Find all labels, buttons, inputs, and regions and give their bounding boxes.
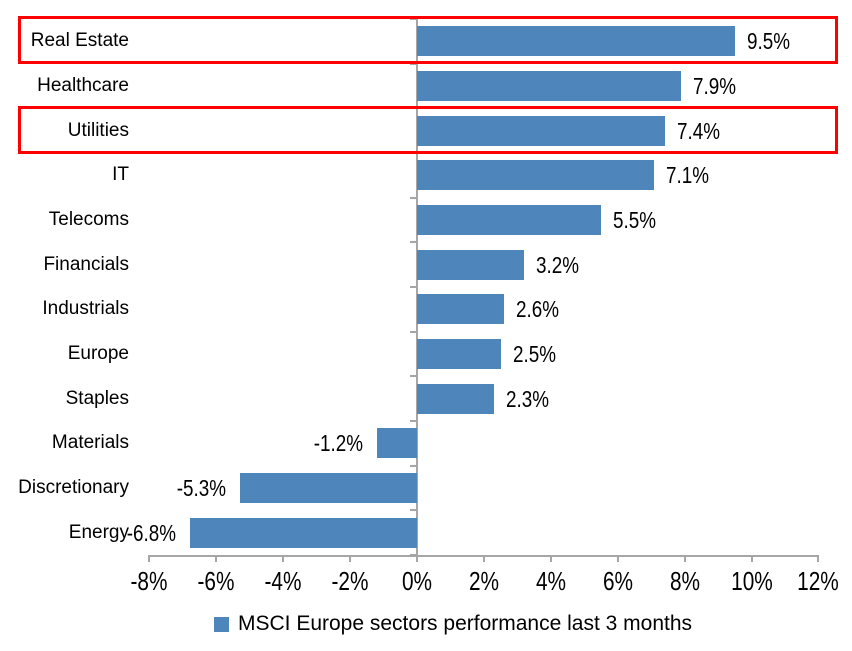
bar-staples [417, 383, 494, 414]
value-label: -6.8% [126, 519, 176, 546]
value-label: 7.4% [676, 117, 720, 144]
x-tick-label: 6% [602, 566, 633, 596]
zero-baseline [416, 19, 418, 562]
category-label: Healthcare [37, 75, 129, 96]
x-axis-tick [148, 555, 151, 562]
x-tick-label: -2% [331, 566, 369, 596]
value-label: 9.5% [746, 28, 790, 55]
x-tick-label: 4% [535, 566, 566, 596]
value-label: 2.3% [505, 385, 549, 412]
value-label: -1.2% [313, 430, 363, 457]
x-tick-label: -6% [197, 566, 235, 596]
category-label: Real Estate [30, 30, 129, 52]
highlight-box-utilities [18, 105, 838, 154]
category-tick [410, 464, 417, 467]
legend: MSCI Europe sectors performance last 3 m… [0, 607, 852, 641]
plot-area: -8% -6% -4% -2% 0% 2% 4% 6% 8% 10% 12% Real Estate 9… [18, 16, 840, 596]
x-tick-label: -8% [130, 566, 168, 596]
x-tick-label: 10% [730, 566, 773, 596]
category-label: Discretionary [18, 477, 129, 498]
bar-materials [376, 428, 417, 459]
x-axis-tick [616, 555, 619, 562]
x-axis-tick [349, 555, 352, 562]
bar-industrials [417, 294, 504, 325]
category-tick [410, 286, 417, 288]
x-axis-tick [549, 555, 552, 562]
bar-real-estate [417, 26, 735, 57]
legend-label: MSCI Europe sectors performance last 3 m… [237, 612, 693, 635]
category-label: Utilities [67, 119, 129, 141]
bar-financials [417, 249, 525, 280]
category-tick [410, 554, 417, 556]
category-tick [410, 330, 417, 333]
bar-telecoms [417, 205, 601, 235]
x-tick-label: -4% [264, 566, 302, 596]
highlight-box-real-estate [18, 16, 838, 65]
category-tick [410, 375, 417, 378]
x-axis-tick [750, 555, 753, 562]
bar-energy [189, 517, 417, 548]
bar-discretionary [239, 473, 417, 503]
category-label: Industrials [42, 298, 129, 320]
legend-marker-swatch [213, 616, 229, 632]
category-label: Europe [67, 343, 129, 364]
x-axis-tick [282, 555, 285, 562]
category-label: Energy [68, 521, 129, 543]
x-tick-label: 2% [468, 566, 499, 596]
value-label: 3.2% [536, 251, 580, 278]
category-label: Financials [43, 253, 129, 275]
value-label: -5.3% [176, 475, 226, 501]
category-tick [410, 241, 417, 244]
value-label: 7.1% [666, 162, 710, 189]
bar-healthcare [417, 71, 682, 101]
category-label: IT [112, 164, 129, 186]
x-tick-label: 8% [669, 566, 700, 596]
value-label: 7.9% [693, 73, 737, 99]
category-label: Telecoms [48, 209, 129, 230]
x-axis-tick [215, 555, 218, 562]
category-label: Materials [51, 432, 129, 454]
category-tick [410, 420, 417, 422]
category-label: Staples [65, 387, 129, 409]
x-axis-tick [683, 555, 686, 562]
x-axis-tick [416, 555, 418, 562]
category-tick [410, 509, 417, 512]
bar-utilities [417, 115, 665, 146]
value-label: 2.5% [512, 341, 556, 367]
value-label: 5.5% [612, 207, 656, 233]
bar-europe [417, 339, 501, 369]
x-axis-tick [482, 555, 485, 562]
bar-it [417, 160, 655, 191]
x-axis-tick [817, 555, 820, 562]
category-tick [410, 196, 417, 199]
x-tick-label: 0% [401, 566, 433, 596]
x-tick-label: 12% [797, 566, 840, 596]
value-label: 2.6% [515, 296, 559, 323]
